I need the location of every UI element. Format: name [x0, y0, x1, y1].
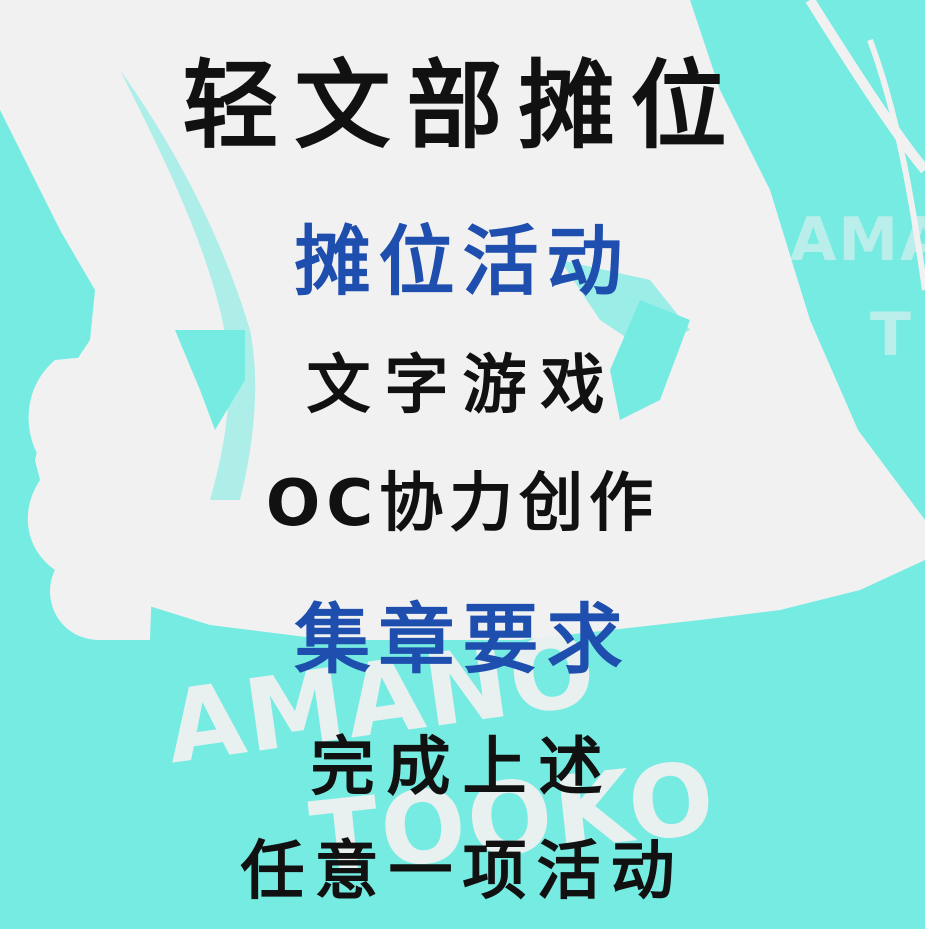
activity-item-oc-creation: OC协力创作	[265, 467, 660, 541]
requirement-line-1: 完成上述	[310, 731, 615, 805]
section-heading-stamp-requirements: 集章要求	[294, 595, 631, 684]
outline-arc-2	[867, 38, 925, 291]
section-heading-activities: 摊位活动	[294, 217, 631, 306]
hair-highlight-shape	[120, 70, 256, 500]
collar-right-shape	[610, 300, 690, 420]
background-word-t: T	[870, 300, 913, 370]
background-word-ama: AMA	[790, 205, 925, 275]
collar-left-shape	[175, 330, 245, 430]
poster-title: 轻文部摊位	[182, 50, 743, 162]
outline-arc	[805, 0, 925, 174]
activity-item-word-game: 文字游戏	[306, 349, 619, 423]
braid-shape	[27, 350, 160, 640]
requirement-line-2: 任意一项活动	[240, 835, 685, 909]
